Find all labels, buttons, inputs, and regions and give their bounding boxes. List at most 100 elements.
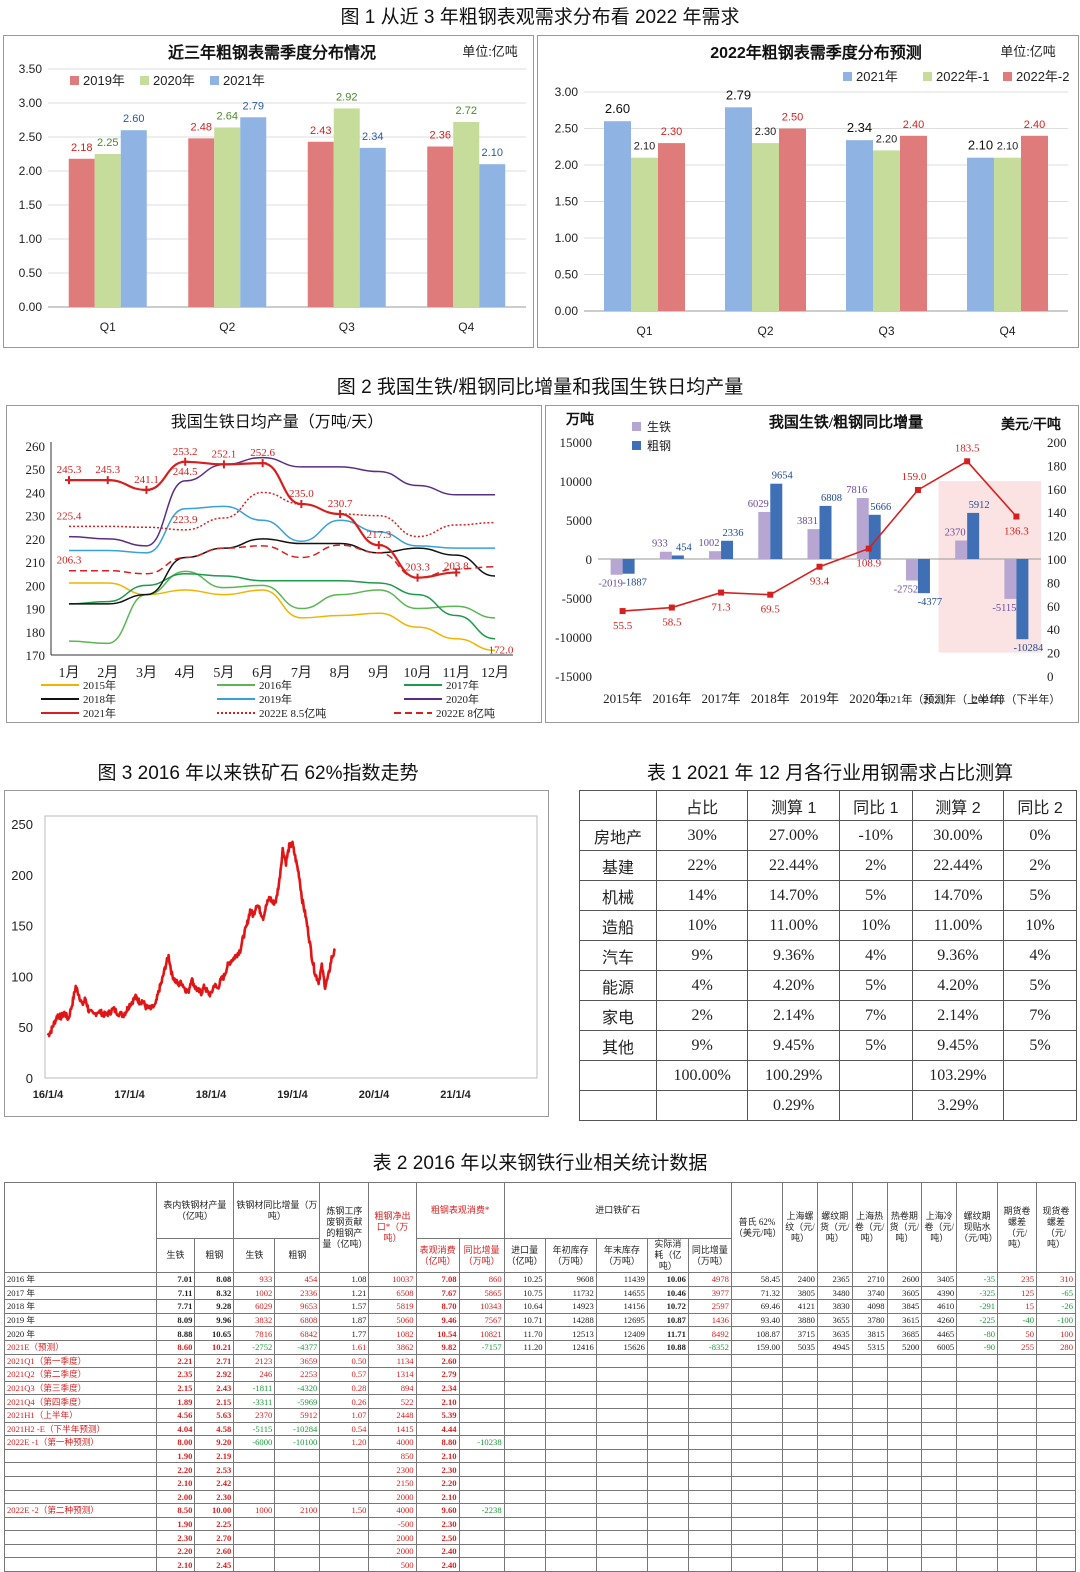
table2-cell [1036, 1516, 1076, 1532]
table2-cell [458, 1462, 505, 1477]
table2-cell: 3845 [886, 1299, 923, 1314]
table1-cell [838, 1090, 913, 1121]
table2-cell: 2.15 [194, 1394, 235, 1409]
table2-cell [544, 1543, 597, 1559]
table2-cell [886, 1367, 923, 1382]
table1-cell: 11.00% [911, 910, 1005, 941]
table2-cell [851, 1421, 888, 1437]
table2-header-cell: 粗钢 [274, 1238, 321, 1273]
price-label: 183.5 [955, 442, 980, 454]
x-tick-label: 2月 [97, 665, 118, 681]
table2-cell: 2.79 [415, 1367, 460, 1382]
bar [1004, 559, 1017, 599]
table2-cell: 5200 [886, 1339, 923, 1355]
table2-header-cell: 进口铁矿石 [503, 1182, 732, 1239]
table2-header-cell: 表内铁钢材产量（亿吨） [155, 1182, 235, 1239]
table2-cell: 14288 [544, 1312, 597, 1328]
x-tick-label: 19/1/4 [277, 1089, 308, 1101]
table2-cell: 2.50 [415, 1530, 460, 1545]
table2-cell [4, 1475, 157, 1491]
table1-cell: 能源 [579, 970, 657, 1001]
table2-header-cell: 同比增量（万吨） [687, 1238, 732, 1273]
series-marker [65, 476, 73, 485]
y-tick-label: 0 [26, 1071, 33, 1086]
table1-row: 家电 2% 2.14% 7% 2.14% 7% [579, 1000, 1077, 1031]
bar [68, 158, 95, 307]
x-tick-label: Q2 [757, 324, 773, 338]
series-line [68, 570, 496, 645]
bar [917, 559, 930, 594]
table2-cell [687, 1475, 732, 1491]
table2-cell [816, 1503, 853, 1518]
y2-tick-label: 60 [1047, 599, 1060, 614]
table2-cell [458, 1380, 505, 1396]
table2-row: 1.90 2.25 -500 2.30 [4, 1516, 1076, 1532]
table2-cell [544, 1475, 597, 1491]
table2-cell [921, 1394, 958, 1409]
table1-cell: 基建 [579, 850, 657, 881]
chart-title: 2022年粗钢表需季度分布预测 [710, 43, 922, 62]
table2-cell [503, 1407, 546, 1423]
table2-cell: 3780 [851, 1312, 888, 1328]
table2-cell [646, 1530, 689, 1545]
table2-cell [4, 1448, 157, 1464]
table2-cell [886, 1353, 923, 1369]
series-line [69, 538, 496, 605]
table2-cell [544, 1448, 597, 1464]
table2-cell: 1.90 [155, 1448, 196, 1464]
table2-cell: -2238 [458, 1503, 505, 1518]
table2-cell: 500 [368, 1557, 417, 1572]
table1-cell: 5% [1003, 1030, 1077, 1061]
table2-cell [503, 1557, 546, 1572]
table2-cell: 125 [997, 1285, 1038, 1301]
table2-cell [886, 1380, 923, 1396]
table2-cell: -35 [956, 1272, 999, 1287]
table2-cell [816, 1489, 853, 1505]
table2-cell: 50 [997, 1326, 1038, 1341]
table2-header-cell [4, 1182, 157, 1273]
table2-cell [646, 1543, 689, 1559]
table2-header-cell: 年末库存（万吨） [595, 1238, 648, 1273]
table2-cell [886, 1489, 923, 1505]
table2-cell [646, 1503, 689, 1518]
table2-header-cell: 生铁 [233, 1238, 276, 1273]
table2-cell: 11.71 [646, 1326, 689, 1341]
table1-row: 能源 4% 4.20% 5% 4.20% 5% [579, 970, 1077, 1001]
table2-cell: 280 [1036, 1339, 1076, 1355]
table2-cell: 1.08 [319, 1272, 370, 1287]
table2-cell [1036, 1503, 1076, 1518]
table1-cell: 9% [655, 940, 749, 971]
table2-cell: 255 [997, 1339, 1038, 1355]
table2-cell: 2123 [233, 1353, 276, 1369]
chart-quarterly-distribution-svg: 近三年粗钢表需季度分布情况 单位:亿吨 0.00 0.50 1.00 1.50 2.00 2.… [19, 43, 526, 334]
y-tick-label: 240 [26, 485, 46, 500]
table2-cell [1036, 1380, 1076, 1396]
table2-cell: 3862 [368, 1339, 417, 1355]
table2-cell [956, 1530, 999, 1545]
table2-cell: 2.60 [415, 1353, 460, 1369]
y-tick-label: 0.50 [555, 268, 579, 282]
table1-cell: 0.29% [747, 1090, 840, 1121]
table2-cell: -90 [956, 1339, 999, 1355]
price-label: 55.5 [613, 620, 633, 632]
series-line [68, 572, 496, 640]
chart-iron-ore-index: 0 50 100 150 200 250 16/1/4 17/1/4 18/1/4 19/1/4 2… [4, 790, 549, 1117]
data-label: 2370 [945, 528, 966, 539]
table2-cell: 159.00 [730, 1339, 784, 1355]
x-tick-label: Q4 [458, 320, 474, 334]
bar [631, 157, 658, 311]
table2-cell: -10284 [274, 1421, 321, 1437]
bar [188, 138, 215, 307]
table2-cell: 10.25 [503, 1272, 546, 1287]
data-label: 2.34 [362, 131, 383, 143]
chart-yoy-increase: 我国生铁/粗钢同比增量 万吨 美元/干吨 -15000 -10000 -5000 0 5000… [545, 405, 1079, 723]
table2-cell [687, 1407, 732, 1423]
table2-cell [997, 1503, 1038, 1518]
table2-cell [503, 1516, 546, 1532]
table2-cell: 2.10 [415, 1394, 460, 1409]
legend-label: 2021年 [83, 706, 116, 720]
chart-quarterly-distribution: 近三年粗钢表需季度分布情况 单位:亿吨 0.00 0.50 1.00 1.50 2.00 2.… [3, 35, 534, 348]
price-marker [914, 486, 921, 493]
x-tick-label: 2018年 [751, 691, 790, 706]
table2-cell [997, 1475, 1038, 1491]
